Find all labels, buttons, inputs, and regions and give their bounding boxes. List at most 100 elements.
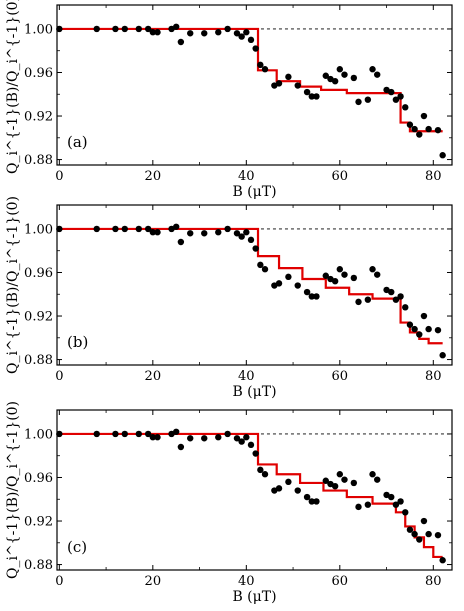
data-point	[350, 479, 358, 487]
x-tick-label: 40	[238, 169, 255, 184]
data-point	[187, 435, 194, 442]
data-point	[402, 509, 409, 516]
data-point	[173, 428, 180, 435]
data-point	[331, 77, 339, 85]
x-tick-label: 60	[332, 574, 349, 589]
data-point	[257, 61, 264, 69]
data-point	[406, 526, 414, 533]
data-point	[233, 30, 241, 37]
y-tick-label: 0.92	[24, 110, 53, 125]
data-point	[388, 88, 395, 96]
x-axis-label: B (μT)	[232, 184, 276, 200]
data-point	[121, 225, 128, 233]
data-point	[112, 25, 119, 33]
x-tick-label: 20	[145, 369, 162, 384]
chart-panel-3: 0 20 40 60 80 0.88 0.92 0.96 1.00 (c) B (μT) Q_i^{-…	[5, 401, 453, 605]
data-point	[364, 296, 372, 303]
data-point	[144, 225, 152, 233]
x-tick-label: 0	[55, 169, 63, 184]
data-point	[233, 435, 241, 442]
data-point	[243, 229, 250, 236]
x-tick-label: 0	[55, 369, 63, 384]
data-point	[285, 478, 292, 486]
data-point	[341, 71, 348, 78]
y-tick-label: 1.00	[24, 22, 53, 37]
data-point	[331, 482, 339, 490]
data-point	[374, 71, 381, 78]
data-point	[238, 33, 245, 40]
chart-panel-1: 0 20 40 60 80 0.88 0.92 0.96 1.00 (a) B (μT) Q_i^{-…	[5, 0, 453, 200]
data-point	[392, 501, 400, 508]
y-tick-label: 1.00	[24, 222, 53, 237]
data-point	[257, 261, 264, 269]
data-point	[336, 471, 344, 478]
y-tick-label: 0.88	[24, 558, 53, 573]
x-tick-label: 20	[145, 574, 162, 589]
data-point	[308, 498, 315, 505]
y-tick-label: 0.88	[24, 353, 53, 368]
data-point	[355, 298, 362, 306]
data-point	[331, 277, 339, 285]
data-point	[201, 30, 208, 37]
data-point	[243, 434, 250, 441]
data-point	[425, 125, 432, 133]
x-tick-label: 60	[332, 169, 349, 184]
y-axis-label: Q_i^{-1}(B)/Q_i^{-1}(0)	[5, 401, 21, 579]
data-point	[173, 23, 180, 30]
y-axis-label: Q_i^{-1}(B)/Q_i^{-1}(0)	[5, 0, 21, 174]
data-point	[285, 73, 292, 81]
data-point	[285, 273, 292, 281]
panel-label: (a)	[67, 133, 88, 151]
data-point	[224, 225, 231, 233]
data-point	[392, 96, 400, 103]
data-point	[411, 530, 418, 538]
data-point	[425, 530, 432, 538]
data-point	[177, 443, 185, 451]
data-point	[336, 66, 344, 73]
data-point	[177, 238, 185, 246]
data-point	[350, 274, 358, 282]
x-tick-label: 80	[425, 169, 442, 184]
x-tick-label: 80	[425, 369, 442, 384]
data-point	[93, 430, 100, 438]
data-point	[112, 430, 119, 438]
panel-label: (b)	[67, 333, 88, 351]
data-point	[187, 30, 194, 37]
data-point	[434, 531, 442, 539]
data-point	[355, 98, 362, 106]
data-point	[388, 288, 395, 296]
data-point	[374, 271, 381, 278]
data-point	[364, 501, 372, 508]
data-point	[173, 223, 180, 230]
data-point	[425, 325, 432, 333]
data-point	[261, 66, 269, 73]
data-point	[121, 430, 128, 438]
data-point	[224, 25, 231, 33]
data-point	[154, 29, 161, 36]
data-point	[397, 498, 404, 505]
data-point	[238, 438, 245, 445]
data-point	[215, 229, 222, 236]
data-point	[416, 536, 423, 543]
data-point	[322, 477, 329, 484]
data-point	[313, 498, 320, 505]
data-point	[420, 517, 428, 525]
y-tick-label: 0.96	[24, 471, 53, 486]
data-point	[355, 503, 362, 511]
data-point	[93, 225, 100, 233]
data-point	[341, 476, 348, 483]
x-tick-label: 40	[238, 369, 255, 384]
x-axis-label: B (μT)	[232, 589, 276, 605]
data-point	[154, 229, 161, 236]
y-tick-label: 0.96	[24, 66, 53, 81]
data-point	[215, 434, 222, 441]
data-point	[294, 487, 301, 494]
data-point	[392, 296, 400, 303]
data-point	[411, 125, 418, 133]
chart-panel-2: 0 20 40 60 80 0.88 0.92 0.96 1.00 (b) B (μT) Q_i^{-…	[5, 196, 453, 400]
x-tick-label: 60	[332, 369, 349, 384]
data-point	[224, 430, 231, 438]
plot-frame	[56, 4, 453, 166]
data-point	[149, 229, 157, 236]
